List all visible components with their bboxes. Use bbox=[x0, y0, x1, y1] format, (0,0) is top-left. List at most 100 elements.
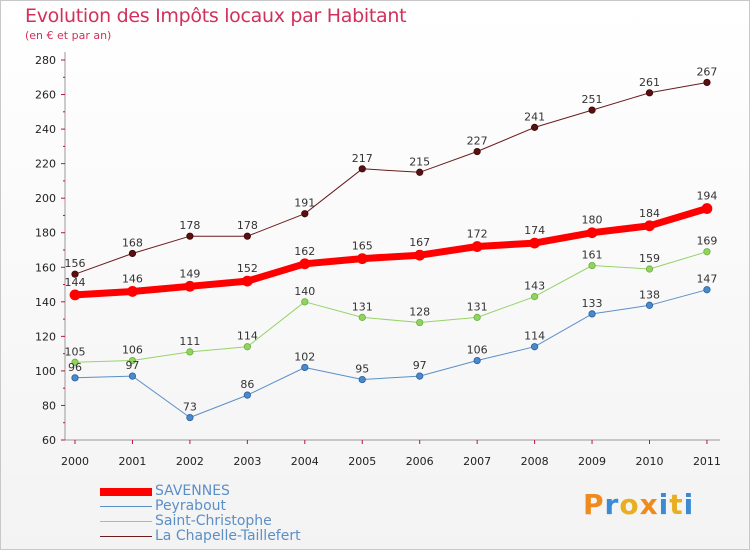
series-line-la-chapelle-taillefert bbox=[74, 82, 708, 275]
chart-title: Evolution des Impôts locaux par Habitant bbox=[25, 5, 407, 27]
data-label-peyrabout: 86 bbox=[240, 378, 254, 391]
data-point-peyrabout bbox=[358, 375, 366, 384]
proxiti-logo: Proxiti bbox=[583, 488, 694, 521]
data-label-savennes: 167 bbox=[409, 236, 430, 249]
data-label-saint-christophe: 140 bbox=[294, 285, 315, 298]
data-point-la-chapelle-taillefert bbox=[473, 147, 481, 156]
data-point-savennes bbox=[69, 289, 81, 301]
data-point-peyrabout bbox=[416, 372, 424, 380]
logo-letter: r bbox=[604, 488, 620, 521]
data-point-la-chapelle-taillefert bbox=[416, 168, 424, 176]
data-point-savennes bbox=[529, 237, 540, 249]
data-label-savennes: 165 bbox=[352, 240, 373, 253]
data-point-la-chapelle-taillefert bbox=[301, 210, 309, 218]
y-tick-label: 100 bbox=[35, 365, 56, 378]
data-point-peyrabout bbox=[243, 391, 251, 399]
legend-item-savennes: SAVENNES bbox=[100, 483, 400, 499]
data-point-la-chapelle-taillefert bbox=[530, 123, 539, 131]
y-tick-label: 60 bbox=[42, 434, 56, 447]
series-line-saint-christophe bbox=[74, 251, 708, 363]
data-label-la-chapelle-taillefert: 191 bbox=[294, 197, 315, 210]
data-point-la-chapelle-taillefert bbox=[645, 89, 654, 97]
legend-swatch-peyrabout bbox=[100, 506, 152, 507]
y-tick-label: 180 bbox=[35, 227, 56, 240]
data-point-peyrabout bbox=[530, 343, 539, 351]
data-point-saint-christophe bbox=[301, 298, 309, 306]
x-tick-label: 2008 bbox=[521, 455, 549, 468]
data-label-saint-christophe: 161 bbox=[582, 249, 603, 262]
data-label-la-chapelle-taillefert: 156 bbox=[65, 257, 86, 270]
data-label-savennes: 162 bbox=[294, 245, 315, 258]
data-label-saint-christophe: 159 bbox=[639, 252, 660, 265]
data-label-savennes: 194 bbox=[696, 190, 717, 203]
y-tick-label: 160 bbox=[35, 261, 56, 274]
x-tick-label: 2000 bbox=[61, 455, 89, 468]
data-label-savennes: 144 bbox=[65, 276, 86, 289]
data-label-saint-christophe: 111 bbox=[179, 335, 200, 348]
data-point-peyrabout bbox=[71, 374, 79, 382]
data-label-peyrabout: 106 bbox=[467, 344, 488, 357]
data-point-saint-christophe bbox=[243, 343, 251, 351]
data-point-saint-christophe bbox=[186, 348, 194, 356]
data-point-savennes bbox=[644, 220, 655, 232]
data-label-saint-christophe: 143 bbox=[524, 280, 545, 293]
legend-label-la-chapelle-taillefert: La Chapelle-Taillefert bbox=[155, 528, 301, 544]
data-label-la-chapelle-taillefert: 227 bbox=[467, 135, 488, 148]
data-point-savennes bbox=[586, 227, 598, 239]
data-label-peyrabout: 114 bbox=[524, 330, 545, 343]
legend-item-saint-christophe: Saint-Christophe bbox=[100, 513, 400, 529]
data-point-la-chapelle-taillefert bbox=[243, 232, 251, 240]
data-label-savennes: 172 bbox=[467, 228, 488, 241]
data-point-saint-christophe bbox=[473, 313, 481, 321]
logo-letter: x bbox=[639, 488, 659, 521]
data-label-saint-christophe: 106 bbox=[122, 344, 143, 357]
data-point-peyrabout bbox=[128, 372, 137, 380]
legend-item-peyrabout: Peyrabout bbox=[100, 498, 400, 514]
data-label-la-chapelle-taillefert: 178 bbox=[237, 219, 258, 232]
y-tick-label: 80 bbox=[42, 399, 56, 412]
x-tick-label: 2004 bbox=[291, 455, 319, 468]
data-label-savennes: 152 bbox=[237, 262, 258, 275]
data-point-saint-christophe bbox=[588, 261, 596, 270]
logo-letter: P bbox=[583, 488, 605, 521]
data-label-la-chapelle-taillefert: 168 bbox=[122, 236, 143, 249]
data-point-saint-christophe bbox=[530, 293, 539, 301]
data-point-savennes bbox=[356, 253, 368, 265]
data-point-peyrabout bbox=[703, 286, 711, 294]
data-label-saint-christophe: 131 bbox=[352, 300, 373, 313]
data-label-la-chapelle-taillefert: 215 bbox=[409, 155, 430, 168]
data-label-peyrabout: 102 bbox=[294, 350, 315, 363]
data-label-peyrabout: 97 bbox=[125, 359, 139, 372]
data-point-la-chapelle-taillefert bbox=[128, 249, 137, 258]
data-label-peyrabout: 138 bbox=[639, 288, 660, 301]
data-label-saint-christophe: 131 bbox=[467, 300, 488, 313]
data-label-peyrabout: 96 bbox=[68, 361, 82, 374]
data-point-la-chapelle-taillefert bbox=[588, 106, 596, 114]
data-point-peyrabout bbox=[645, 301, 654, 309]
logo-letter: i bbox=[683, 488, 695, 521]
legend-label-saint-christophe: Saint-Christophe bbox=[155, 513, 272, 529]
data-labels: 156 168 178 178 191 217 215 227 241 251 261 267 105 1… bbox=[65, 65, 718, 413]
data-point-savennes bbox=[701, 203, 713, 214]
x-tick-label: 2001 bbox=[118, 455, 146, 468]
logo-letter: o bbox=[619, 488, 640, 521]
y-tick-label: 220 bbox=[35, 158, 56, 171]
legend-label-peyrabout: Peyrabout bbox=[155, 498, 226, 514]
x-tick-label: 2002 bbox=[176, 455, 204, 468]
data-point-la-chapelle-taillefert bbox=[71, 270, 79, 278]
data-label-peyrabout: 147 bbox=[696, 273, 717, 286]
data-point-savennes bbox=[414, 249, 426, 261]
x-tick-label: 2011 bbox=[693, 455, 721, 468]
y-tick-label: 260 bbox=[35, 89, 56, 102]
axes: 60 80 100 120 140 160 180 200 220 240 260 280 2000 20… bbox=[35, 52, 721, 468]
y-tick-label: 280 bbox=[35, 54, 56, 67]
y-tick-label: 120 bbox=[35, 330, 56, 343]
series-layer bbox=[69, 78, 713, 422]
data-point-saint-christophe bbox=[703, 248, 711, 256]
data-label-saint-christophe: 169 bbox=[696, 235, 717, 248]
data-point-saint-christophe bbox=[416, 318, 424, 327]
data-label-peyrabout: 133 bbox=[582, 297, 603, 310]
data-label-la-chapelle-taillefert: 261 bbox=[639, 76, 660, 89]
series-line-savennes bbox=[74, 205, 709, 299]
